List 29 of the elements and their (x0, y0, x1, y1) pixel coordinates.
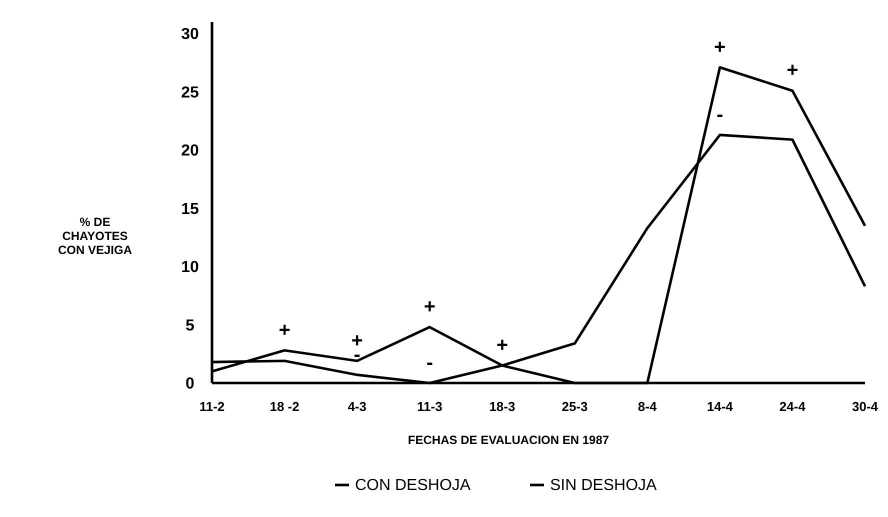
x-tick-label: 11-2 (199, 399, 225, 414)
x-tick-label: 14-4 (706, 399, 734, 414)
annotation: + (786, 60, 798, 82)
x-tick-label: 11-3 (417, 399, 442, 414)
y-tick-label: 5 (186, 317, 195, 334)
annotation: + (278, 319, 290, 342)
y-axis-title: % DE CHAYOTES CON VEJIGA (58, 215, 132, 257)
x-tick-label: 4-3 (348, 399, 367, 414)
y-tick-label: 30 (181, 26, 199, 44)
x-tick-label: 18 -2 (270, 399, 300, 414)
x-tick-label: 30-4 (852, 399, 879, 414)
annotation: + (496, 334, 508, 357)
x-tick-label: 18-3 (489, 399, 516, 414)
legend-label: CON DESHOJA (355, 477, 471, 494)
y-tick-label: 15 (181, 200, 199, 218)
annotation: + (424, 296, 436, 318)
legend-label: SIN DESHOJA (550, 477, 658, 494)
x-tick-label: 24-4 (779, 399, 806, 414)
x-tick-label: 8-4 (638, 399, 658, 414)
annotation: - (716, 104, 724, 126)
annotation: + (351, 330, 363, 352)
annotation: - (426, 352, 434, 374)
y-tick-label: 25 (181, 84, 199, 102)
y-tick-label: 10 (181, 259, 199, 276)
y-tick-label: 20 (181, 142, 199, 160)
annotation: + (714, 36, 726, 58)
y-tick-label: 0 (186, 376, 195, 393)
x-axis-title: FECHAS DE EVALUACION EN 1987 (408, 433, 610, 447)
x-tick-label: 25-3 (562, 399, 588, 414)
